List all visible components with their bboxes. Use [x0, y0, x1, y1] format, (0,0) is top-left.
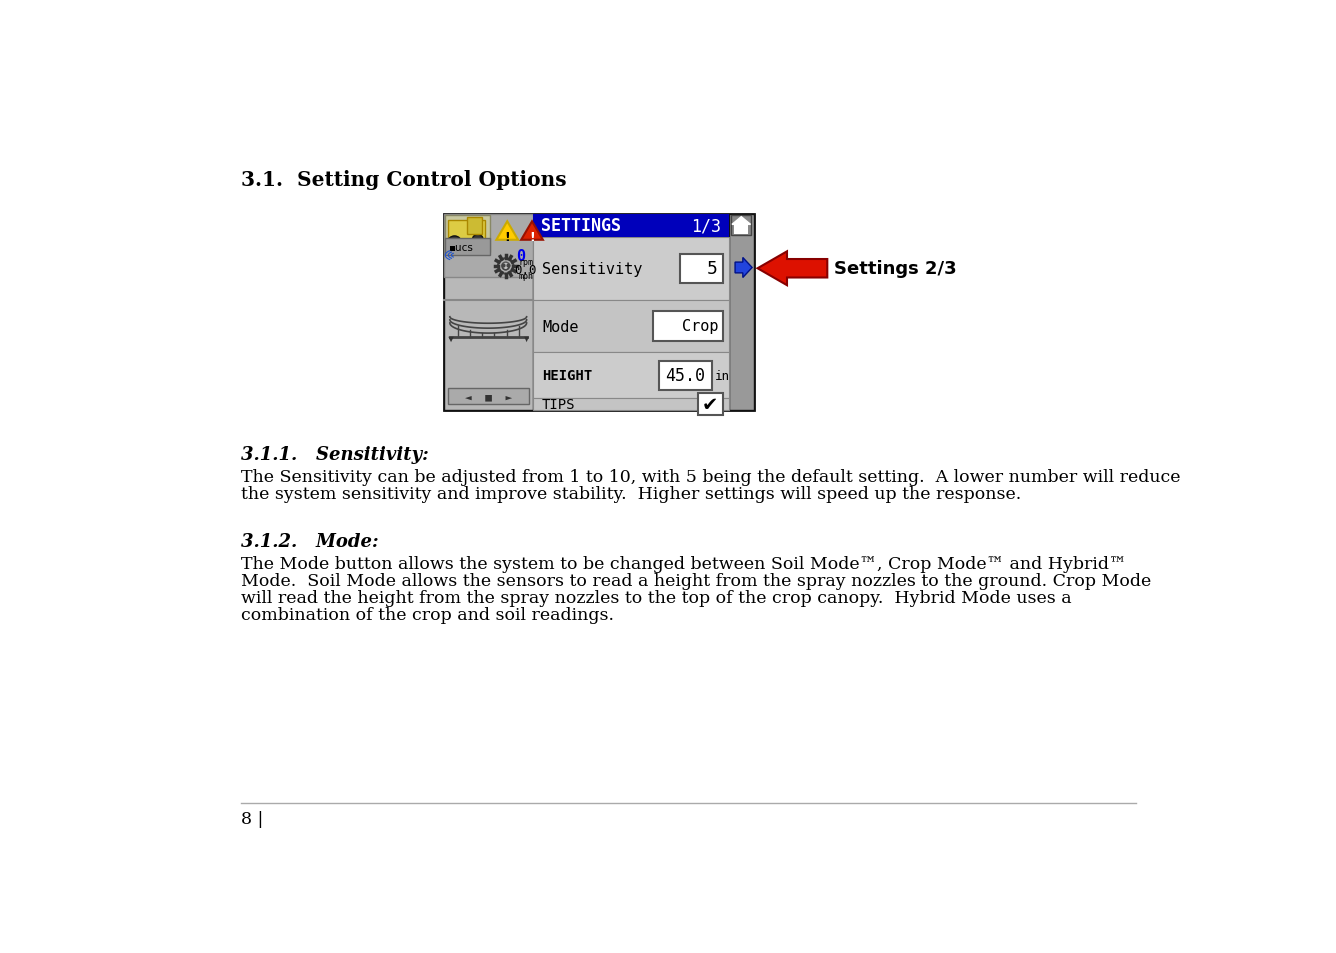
Circle shape [498, 259, 513, 274]
Bar [533, 214, 729, 237]
Circle shape [473, 235, 484, 246]
Bar [444, 214, 533, 277]
Bar [680, 254, 723, 284]
Text: the system sensitivity and improve stability.  Higher settings will speed up the: the system sensitivity and improve stabi… [240, 485, 1021, 502]
Text: !: ! [505, 231, 510, 244]
Bar [697, 394, 723, 416]
Text: Sensitivity: Sensitivity [542, 261, 643, 276]
Text: TIPS: TIPS [542, 397, 576, 412]
Text: 45.0: 45.0 [665, 367, 705, 385]
Circle shape [448, 236, 461, 251]
Text: rpm: rpm [518, 258, 533, 267]
Text: combination of the crop and soil readings.: combination of the crop and soil reading… [240, 607, 613, 623]
Text: 0.0: 0.0 [514, 264, 537, 276]
Text: mph: mph [518, 272, 533, 280]
Text: 5: 5 [707, 260, 717, 278]
Text: ✔: ✔ [703, 395, 719, 415]
Text: 0: 0 [517, 249, 526, 264]
Bar [653, 312, 723, 342]
Circle shape [502, 263, 509, 271]
Bar [445, 216, 490, 253]
Bar [533, 399, 729, 411]
Text: 3.1.1.   Sensitivity:: 3.1.1. Sensitivity: [240, 445, 429, 463]
Text: 8 |: 8 | [240, 810, 263, 827]
Polygon shape [497, 222, 518, 240]
Text: Mode.  Soil Mode allows the sensors to read a height from the spray nozzles to t: Mode. Soil Mode allows the sensors to re… [240, 573, 1150, 590]
Polygon shape [449, 337, 454, 343]
Bar [445, 239, 490, 256]
Text: 3.1.2.   Mode:: 3.1.2. Mode: [240, 533, 378, 551]
Bar [448, 389, 529, 404]
Text: HEIGHT: HEIGHT [542, 369, 592, 383]
Polygon shape [735, 258, 752, 278]
Text: Settings 2/3: Settings 2/3 [834, 260, 957, 278]
Bar [444, 214, 533, 411]
Text: The Mode button allows the system to be changed between Soil Mode™, Crop Mode™ a: The Mode button allows the system to be … [240, 556, 1126, 573]
Text: will read the height from the spray nozzles to the top of the crop canopy.  Hybr: will read the height from the spray nozz… [240, 590, 1071, 607]
Text: in: in [715, 370, 729, 382]
Text: ▪ucs: ▪ucs [449, 242, 473, 253]
Text: 3.1.  Setting Control Options: 3.1. Setting Control Options [240, 170, 566, 190]
Polygon shape [732, 217, 751, 225]
Bar [533, 353, 729, 399]
Polygon shape [521, 222, 542, 240]
Text: Mode: Mode [542, 319, 578, 335]
Bar [729, 214, 754, 411]
Bar [533, 300, 729, 353]
Text: 1/3: 1/3 [691, 217, 721, 234]
Bar [466, 218, 482, 235]
Polygon shape [524, 337, 529, 343]
Bar [448, 220, 485, 242]
Bar [731, 216, 751, 236]
Text: !: ! [529, 231, 534, 244]
Bar [533, 237, 729, 300]
Bar [444, 214, 754, 411]
Text: SETTINGS: SETTINGS [541, 217, 620, 234]
Text: ◄  ■  ►: ◄ ■ ► [465, 392, 512, 401]
Text: The Sensitivity can be adjusted from 1 to 10, with 5 being the default setting. : The Sensitivity can be adjusted from 1 t… [240, 468, 1180, 485]
Polygon shape [758, 252, 827, 286]
Bar [659, 361, 712, 391]
Bar [735, 225, 748, 234]
Text: Crop: Crop [681, 319, 717, 335]
